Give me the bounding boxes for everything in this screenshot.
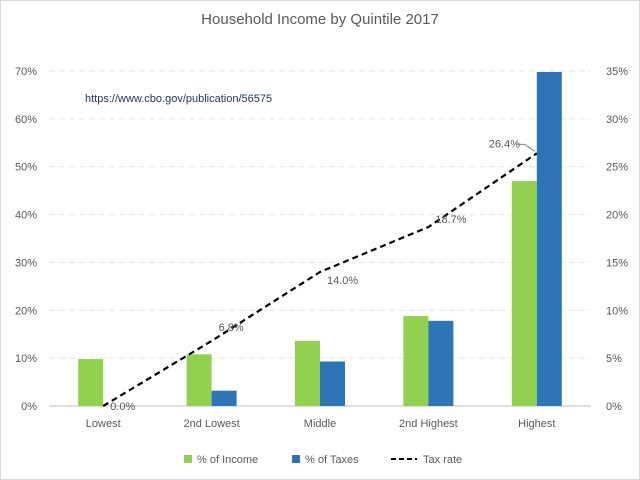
taxes-bar [428, 320, 454, 406]
income-bar [511, 181, 537, 406]
left-axis-tick-label: 40% [15, 210, 37, 222]
income-bar [78, 359, 104, 406]
left-axis-ticks: 0% 10% 20% 30% 40% 50% 60% 70% [15, 66, 37, 413]
left-axis-tick-label: 20% [15, 305, 37, 317]
right-axis-tick-label: 30% [606, 114, 628, 126]
tax-rate-line [102, 152, 538, 407]
tax-rate-data-label: 0.0% [110, 401, 135, 413]
category-label: 2nd Highest [399, 418, 458, 430]
right-axis-tick-label: 5% [606, 353, 622, 365]
left-axis-tick-label: 0% [21, 401, 37, 413]
left-axis-tick-label: 50% [15, 162, 37, 174]
chart-title: Household Income by Quintile 2017 [201, 11, 439, 28]
income-bar [403, 316, 429, 406]
tax-rate-data-label: 6.8% [219, 322, 244, 334]
right-axis-tick-label: 35% [606, 66, 628, 78]
legend-label: Tax rate [423, 454, 462, 466]
taxes-bar [320, 361, 345, 406]
category-label: 2nd Lowest [183, 418, 239, 430]
left-axis-tick-label: 30% [15, 257, 37, 269]
category-label: Middle [304, 418, 336, 430]
income-bar [295, 340, 320, 406]
right-axis-tick-label: 10% [606, 305, 628, 317]
legend-label: % of Taxes [305, 454, 359, 466]
left-axis-tick-label: 70% [15, 66, 37, 78]
source-annotation: https://www.cbo.gov/publication/56575 [85, 93, 272, 105]
legend: % of Income % of Taxes Tax rate [184, 454, 462, 466]
legend-label: % of Income [197, 454, 258, 466]
right-axis-tick-label: 25% [606, 162, 628, 174]
right-axis-tick-label: 20% [606, 210, 628, 222]
label-leader-line [516, 143, 536, 152]
bars [78, 71, 562, 406]
right-axis-ticks: 0% 5% 10% 15% 20% 25% 30% 35% [606, 66, 628, 413]
taxes-bar [536, 71, 562, 406]
tax-rate-data-label: 26.4% [489, 138, 520, 150]
right-axis-tick-label: 0% [606, 401, 622, 413]
legend-income-swatch [184, 455, 192, 463]
left-axis-tick-label: 60% [15, 114, 37, 126]
taxes-bar [211, 390, 237, 406]
left-axis-tick-label: 10% [15, 353, 37, 365]
category-labels: Lowest 2nd Lowest Middle 2nd Highest Highest [86, 418, 556, 430]
category-label: Highest [518, 418, 555, 430]
income-bar [186, 354, 212, 406]
gridlines [49, 70, 591, 407]
right-axis-tick-label: 15% [606, 257, 628, 269]
category-label: Lowest [86, 418, 121, 430]
tax-rate-data-label: 18.7% [435, 214, 466, 226]
legend-taxes-swatch [292, 455, 300, 463]
tax-rate-data-label: 14.0% [327, 275, 358, 287]
tax-rate-line-group: 0.0% 6.8% 14.0% 18.7% 26.4% [102, 138, 538, 413]
